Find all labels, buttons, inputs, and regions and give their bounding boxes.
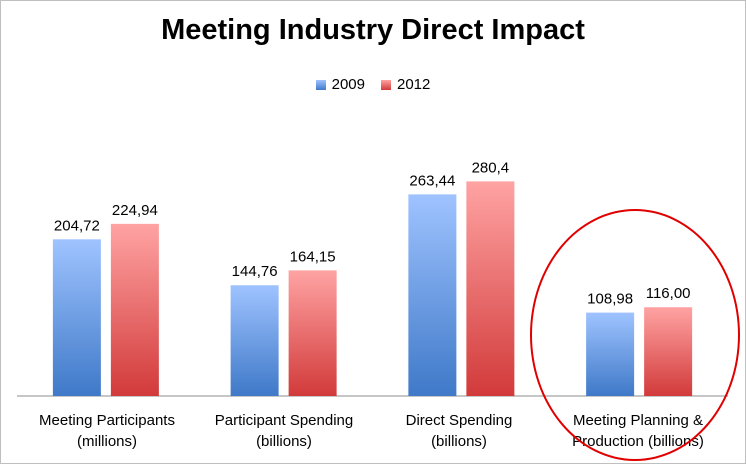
bar-2009-cat-3 — [586, 312, 635, 396]
legend-label-2009: 2009 — [331, 76, 365, 93]
category-label-0-line-2: (millions) — [77, 433, 137, 450]
category-label-2: Direct Spending (billions) — [369, 410, 549, 452]
legend-label-2012: 2012 — [397, 76, 431, 93]
category-label-0: Meeting Participants (millions) — [17, 410, 197, 452]
data-label-2012-cat-2: 280,4 — [472, 159, 510, 176]
category-label-3-line-2: Production (billions) — [572, 433, 704, 450]
data-label-2012-cat-0: 224,94 — [112, 202, 158, 219]
bar-2009-cat-2 — [408, 194, 457, 396]
legend-swatch-2009 — [315, 79, 326, 90]
bar-2012-cat-2 — [466, 181, 515, 396]
data-label-2009-cat-2: 263,44 — [409, 172, 455, 189]
bar-2009-cat-1 — [230, 285, 279, 396]
data-label-2009-cat-3: 108,98 — [587, 291, 633, 308]
legend: 2009 2012 — [0, 76, 746, 93]
category-label-3-line-1: Meeting Planning & — [572, 412, 704, 429]
legend-item-2012: 2012 — [381, 76, 430, 93]
bar-2009-cat-0 — [52, 239, 101, 396]
bar-2012-cat-0 — [110, 223, 159, 396]
data-label-2012-cat-1: 164,15 — [290, 248, 336, 265]
chart-title: Meeting Industry Direct Impact — [161, 14, 585, 46]
bar-2012-cat-1 — [288, 270, 337, 396]
legend-item-2009: 2009 — [315, 76, 365, 93]
legend-swatch-2012 — [381, 79, 391, 90]
category-label-0-line-1: Meeting Participants — [39, 412, 175, 429]
category-label-1-line-2: (billions) — [256, 433, 312, 450]
category-label-3: Meeting Planning & Production (billions) — [548, 410, 728, 452]
data-label-2012-cat-3: 116,00 — [646, 285, 691, 302]
category-label-2-line-2: (billions) — [431, 433, 487, 450]
category-label-1: Participant Spending (billions) — [194, 410, 374, 452]
data-label-2009-cat-0: 204,72 — [54, 217, 100, 234]
bar-2012-cat-3 — [644, 307, 693, 396]
category-label-1-line-1: Participant Spending — [214, 412, 354, 429]
category-label-2-line-1: Direct Spending — [405, 412, 513, 429]
data-label-2009-cat-1: 144,76 — [232, 263, 278, 280]
